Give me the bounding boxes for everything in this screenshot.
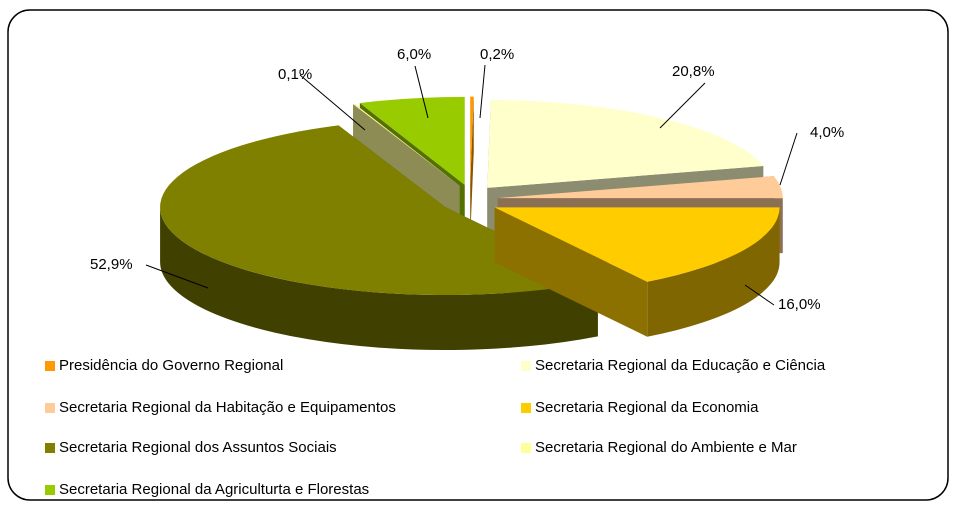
slice xyxy=(359,96,465,185)
leader-line xyxy=(414,65,429,119)
slice xyxy=(160,125,598,296)
legend-swatch xyxy=(45,361,55,371)
data-label: 0,2% xyxy=(480,46,514,63)
data-label: 6,0% xyxy=(397,46,431,63)
leader-line xyxy=(145,264,209,289)
slice xyxy=(470,96,474,185)
legend-label: Secretaria Regional do Ambiente e Mar xyxy=(535,439,797,456)
leader-line xyxy=(479,64,486,119)
legend-label: Secretaria Regional da Habitação e Equip… xyxy=(59,399,396,416)
legend-swatch xyxy=(45,443,55,453)
slice xyxy=(353,103,460,186)
slice-side xyxy=(470,96,474,240)
legend-swatch xyxy=(521,361,531,371)
legend-swatch xyxy=(45,403,55,413)
legend-swatch xyxy=(521,403,531,413)
legend-label: Presidência do Governo Regional xyxy=(59,357,283,374)
slice xyxy=(497,176,783,199)
slice-rim xyxy=(647,207,780,337)
data-label: 4,0% xyxy=(810,124,844,141)
data-label: 16,0% xyxy=(778,296,821,313)
data-label: 0,1% xyxy=(278,66,312,83)
leader-line xyxy=(659,82,706,129)
leader-line xyxy=(744,284,775,306)
leader-line xyxy=(779,132,798,186)
legend-label: Secretaria Regional da Economia xyxy=(535,399,759,416)
slice xyxy=(494,207,780,282)
slice-rim xyxy=(160,207,598,351)
leader-line xyxy=(299,74,366,131)
slice xyxy=(487,99,764,188)
legend-label: Secretaria Regional da Agriculturta e Fl… xyxy=(59,481,369,498)
legend-label: Secretaria Regional dos Assuntos Sociais xyxy=(59,439,337,456)
data-label: 20,8% xyxy=(672,63,715,80)
slice-side xyxy=(494,207,648,337)
legend-label: Secretaria Regional da Educação e Ciênci… xyxy=(535,357,826,374)
legend-swatch xyxy=(45,485,55,495)
legend-swatch xyxy=(521,443,531,453)
data-label: 52,9% xyxy=(90,256,133,273)
